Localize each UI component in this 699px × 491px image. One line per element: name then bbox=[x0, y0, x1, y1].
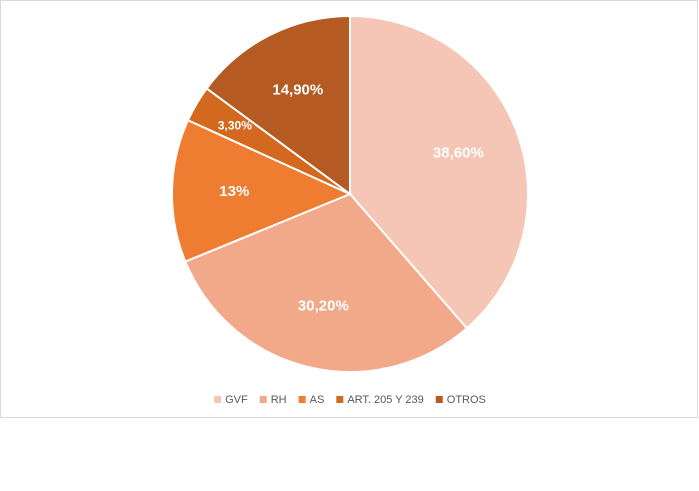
legend-swatch bbox=[298, 396, 306, 403]
legend-label: GVF bbox=[225, 394, 248, 406]
legend-swatch bbox=[435, 396, 443, 403]
pie-slice bbox=[171, 118, 353, 263]
legend-label: ART. 205 Y 239 bbox=[347, 394, 423, 406]
pie-slice bbox=[184, 192, 469, 373]
data-label: 30,20% bbox=[298, 298, 349, 315]
legend-label: OTROS bbox=[447, 394, 486, 406]
data-label: 3,30% bbox=[218, 119, 252, 133]
pie-slice bbox=[205, 14, 351, 196]
legend-swatch bbox=[336, 396, 344, 403]
data-label: 38,60% bbox=[433, 144, 484, 161]
legend-label: AS bbox=[310, 394, 325, 406]
legend-swatch bbox=[259, 396, 267, 403]
legend-swatch bbox=[214, 396, 222, 403]
data-label: 13% bbox=[219, 183, 249, 200]
data-label: 14,90% bbox=[272, 82, 323, 99]
pie-slice bbox=[349, 14, 529, 330]
legend-label: RH bbox=[271, 394, 287, 406]
